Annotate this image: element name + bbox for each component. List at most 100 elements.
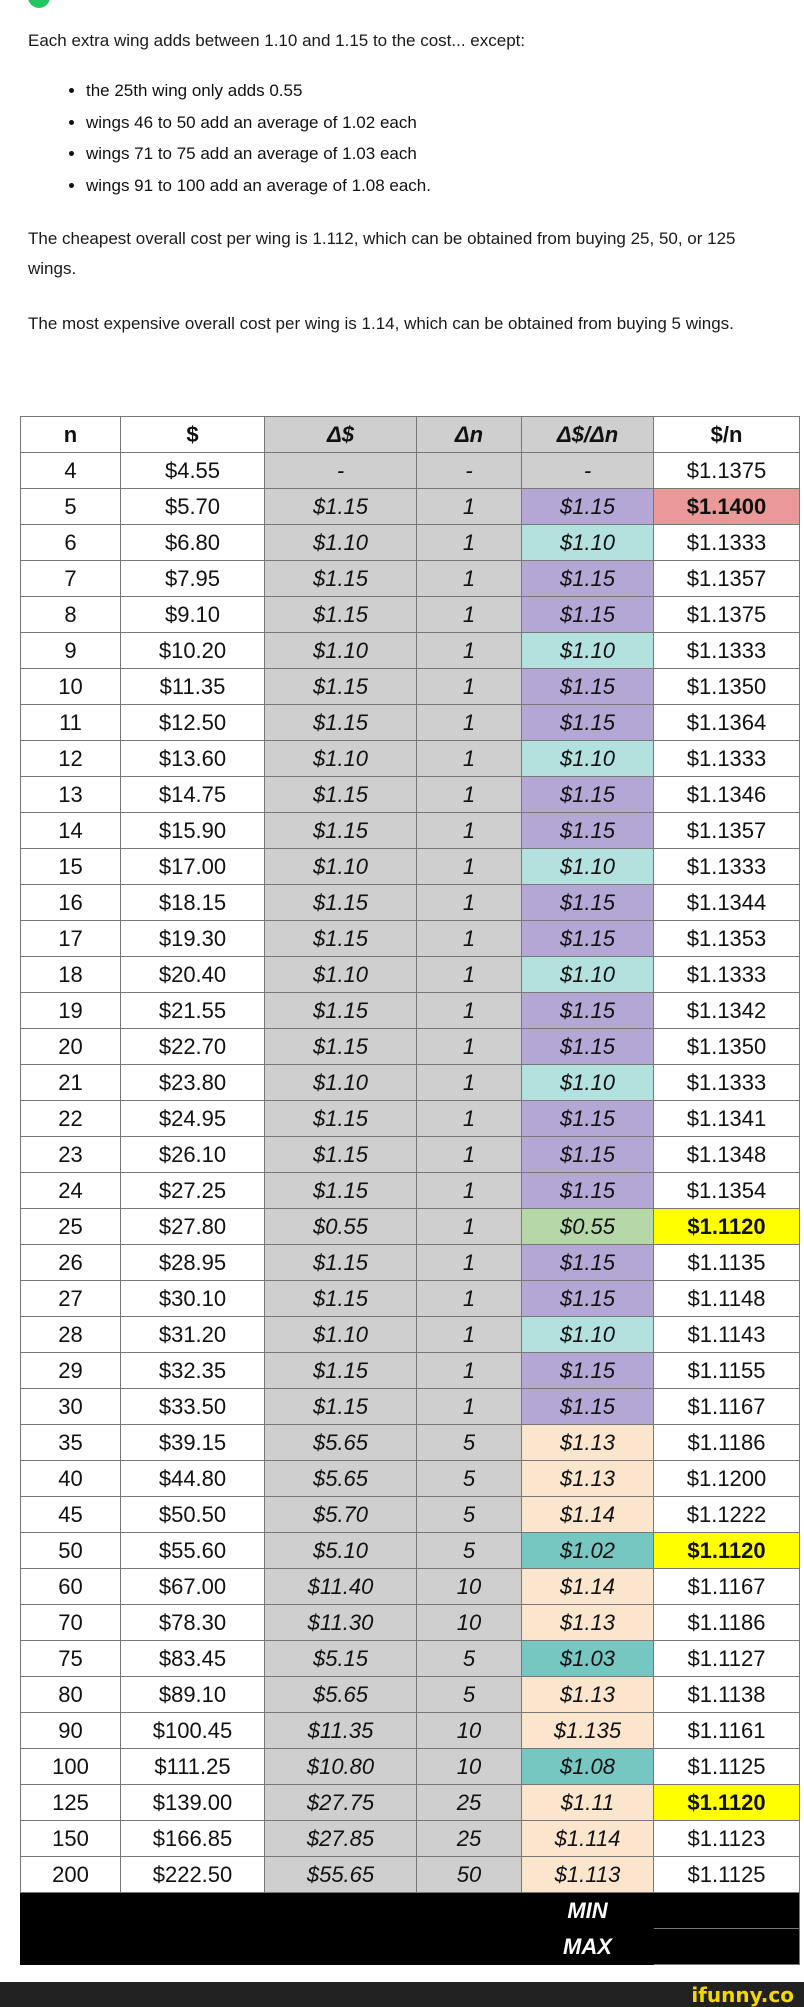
cell-n: 23 (20, 1136, 121, 1173)
cell-ratio: $1.15 (521, 1388, 654, 1425)
cell-cost: $32.35 (120, 1352, 265, 1389)
cell-n: 18 (20, 956, 121, 993)
cell-ratio: $1.10 (521, 524, 654, 561)
cell-n: 6 (20, 524, 121, 561)
cell-cost: $27.80 (120, 1208, 265, 1245)
cell-delta-n: 1 (416, 1316, 522, 1353)
cell-delta-n: 1 (416, 560, 522, 597)
cell-cost: $12.50 (120, 704, 265, 741)
footer-blank (20, 1928, 522, 1965)
table-row: 45 $50.50 $5.70 5 $1.14 $1.1222 (20, 1496, 800, 1533)
table-row: 11 $12.50 $1.15 1 $1.15 $1.1364 (20, 704, 800, 741)
cell-delta-n: 1 (416, 920, 522, 957)
cell-delta-n: 50 (416, 1856, 522, 1893)
cell-cost-per-wing: $1.1125 (653, 1748, 800, 1785)
cell-cost: $100.45 (120, 1712, 265, 1749)
cell-ratio: $1.11 (521, 1784, 654, 1821)
cell-n: 100 (20, 1748, 121, 1785)
cell-cost-per-wing: $1.1354 (653, 1172, 800, 1209)
cell-delta-n: 1 (416, 668, 522, 705)
cell-ratio: $1.15 (521, 812, 654, 849)
cell-n: 15 (20, 848, 121, 885)
cell-n: 9 (20, 632, 121, 669)
cell-cost: $78.30 (120, 1604, 265, 1641)
cell-n: 11 (20, 704, 121, 741)
cell-delta-n: 1 (416, 776, 522, 813)
table-row: 16 $18.15 $1.15 1 $1.15 $1.1344 (20, 884, 800, 921)
cell-delta-n: 5 (416, 1676, 522, 1713)
cell-cost-per-wing: $1.1186 (653, 1424, 800, 1461)
cell-delta-cost: $1.15 (264, 1244, 417, 1281)
table-row: 13 $14.75 $1.15 1 $1.15 $1.1346 (20, 776, 800, 813)
cell-n: 200 (20, 1856, 121, 1893)
cell-cost: $24.95 (120, 1100, 265, 1137)
list-item: wings 91 to 100 add an average of 1.08 e… (86, 170, 431, 202)
footer-value: $1.1120 (653, 1892, 800, 1929)
cell-delta-n: 10 (416, 1604, 522, 1641)
cell-cost-per-wing: $1.1375 (653, 596, 800, 633)
table-row: 29 $32.35 $1.15 1 $1.15 $1.1155 (20, 1352, 800, 1389)
cell-n: 35 (20, 1424, 121, 1461)
cell-delta-cost: $1.15 (264, 1172, 417, 1209)
table-row: 40 $44.80 $5.65 5 $1.13 $1.1200 (20, 1460, 800, 1497)
cell-cost-per-wing: $1.1135 (653, 1244, 800, 1281)
cell-cost: $26.10 (120, 1136, 265, 1173)
cell-cost: $89.10 (120, 1676, 265, 1713)
cell-ratio: $1.15 (521, 488, 654, 525)
table-row: 75 $83.45 $5.15 5 $1.03 $1.1127 (20, 1640, 800, 1677)
header-delta-cost: Δ$ (264, 416, 417, 453)
cell-delta-n: 1 (416, 1352, 522, 1389)
cell-ratio: $1.15 (521, 596, 654, 633)
cell-delta-cost: $1.10 (264, 740, 417, 777)
cell-delta-cost: $1.15 (264, 992, 417, 1029)
cell-delta-cost: $5.70 (264, 1496, 417, 1533)
cell-delta-cost: $10.80 (264, 1748, 417, 1785)
cell-ratio: $1.08 (521, 1748, 654, 1785)
cell-cost: $23.80 (120, 1064, 265, 1101)
table-row: 8 $9.10 $1.15 1 $1.15 $1.1375 (20, 596, 800, 633)
cell-cost-per-wing: $1.1375 (653, 452, 800, 489)
cell-cost-per-wing: $1.1120 (653, 1532, 800, 1569)
cell-ratio: $1.03 (521, 1640, 654, 1677)
cell-delta-cost: $1.15 (264, 1352, 417, 1389)
cell-cost-per-wing: $1.1350 (653, 1028, 800, 1065)
table-row: 90 $100.45 $11.35 10 $1.135 $1.1161 (20, 1712, 800, 1749)
table-row: 60 $67.00 $11.40 10 $1.14 $1.1167 (20, 1568, 800, 1605)
cell-n: 80 (20, 1676, 121, 1713)
cell-delta-cost: $5.65 (264, 1460, 417, 1497)
cell-n: 13 (20, 776, 121, 813)
cell-delta-n: 1 (416, 704, 522, 741)
cell-delta-cost: $1.15 (264, 488, 417, 525)
table-row: 28 $31.20 $1.10 1 $1.10 $1.1143 (20, 1316, 800, 1353)
cell-n: 150 (20, 1820, 121, 1857)
cell-delta-n: 10 (416, 1748, 522, 1785)
status-dot-icon (28, 0, 50, 8)
cell-n: 7 (20, 560, 121, 597)
cell-n: 75 (20, 1640, 121, 1677)
cell-delta-cost: $1.10 (264, 632, 417, 669)
table-row: 4 $4.55- - - $1.1375 (20, 452, 800, 489)
table-row: 125 $139.00 $27.75 25 $1.11 $1.1120 (20, 1784, 800, 1821)
expensive-text: The most expensive overall cost per wing… (28, 314, 734, 333)
cell-cost: $18.15 (120, 884, 265, 921)
cell-delta-cost: $5.15 (264, 1640, 417, 1677)
cell-ratio: $1.113 (521, 1856, 654, 1893)
cell-delta-n: 1 (416, 632, 522, 669)
cell-ratio: $1.15 (521, 920, 654, 957)
cell-ratio: $1.15 (521, 704, 654, 741)
cell-cost-per-wing: $1.1120 (653, 1784, 800, 1821)
cell-n: 17 (20, 920, 121, 957)
table-row: 12 $13.60 $1.10 1 $1.10 $1.1333 (20, 740, 800, 777)
cell-cost-per-wing: $1.1350 (653, 668, 800, 705)
cell-n: 8 (20, 596, 121, 633)
cell-cost-per-wing: $1.1148 (653, 1280, 800, 1317)
cell-ratio: $1.15 (521, 1352, 654, 1389)
cell-cost-per-wing: $1.1333 (653, 632, 800, 669)
cell-n: 19 (20, 992, 121, 1029)
cell-n: 125 (20, 1784, 121, 1821)
cell-cost-per-wing: $1.1125 (653, 1856, 800, 1893)
cell-ratio: $1.114 (521, 1820, 654, 1857)
header-n: n (20, 416, 121, 453)
table-row: 17 $19.30 $1.15 1 $1.15 $1.1353 (20, 920, 800, 957)
cell-n: 20 (20, 1028, 121, 1065)
